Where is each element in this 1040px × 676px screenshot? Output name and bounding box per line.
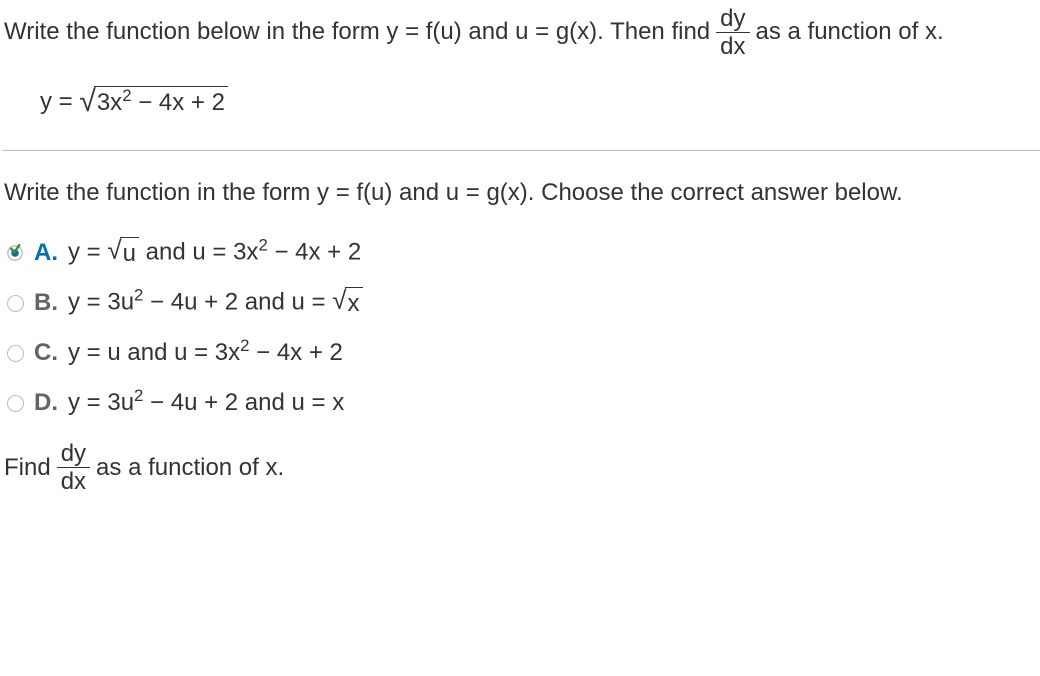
radical-sign: √ [332, 287, 346, 321]
radicand: u [120, 237, 139, 270]
find-prompt: Find dy dx as a function of x. [4, 441, 1036, 494]
choice-d[interactable]: D. y = 3u2 − 4u + 2 and u = x [4, 383, 1036, 423]
choice-d-pre: y = 3u [68, 389, 134, 416]
choice-text-c: y = u and u = 3x2 − 4x + 2 [68, 337, 343, 369]
prompt-text-1: Write the function below in the form y =… [4, 16, 710, 48]
dy-dx-fraction: dy dx [716, 6, 749, 59]
choice-c-post: − 4x + 2 [249, 339, 342, 366]
equation-lhs: y = [40, 88, 79, 115]
choice-letter-d: D. [34, 387, 60, 419]
fraction-numerator: dy [57, 441, 90, 467]
sqrt-expression: √ 3x2 − 4x + 2 [79, 85, 228, 119]
radical-sign: √ [79, 87, 95, 121]
choice-text-b: y = 3u2 − 4u + 2 and u = √x [68, 286, 363, 320]
question-prompt: Write the function below in the form y =… [4, 6, 1036, 59]
choice-d-exp: 2 [134, 386, 143, 405]
choice-a-post: − 4x + 2 [268, 239, 361, 266]
choice-text-d: y = 3u2 − 4u + 2 and u = x [68, 387, 344, 419]
radio-unchecked-icon[interactable] [6, 394, 24, 412]
fraction-denominator: dx [57, 467, 90, 494]
sqrt-x: √x [332, 286, 362, 320]
choice-c[interactable]: C. y = u and u = 3x2 − 4x + 2 [4, 333, 1036, 373]
choice-d-post: − 4u + 2 and u = x [143, 389, 344, 416]
choice-text-a: y = √u and u = 3x2 − 4x + 2 [68, 236, 361, 270]
choice-b[interactable]: B. y = 3u2 − 4u + 2 and u = √x [4, 283, 1036, 323]
dy-dx-fraction: dy dx [57, 441, 90, 494]
choice-letter-a: A. [34, 237, 60, 269]
sqrt-u: √u [107, 236, 139, 270]
prompt-text-2: as a function of x. [756, 16, 944, 48]
radio-unchecked-icon[interactable] [6, 294, 24, 312]
radicand-exponent: 2 [122, 86, 131, 105]
choices-list: A. y = √u and u = 3x2 − 4x + 2 B. y = 3u… [4, 233, 1036, 423]
choice-a-exp: 2 [258, 236, 267, 255]
choice-letter-b: B. [34, 287, 60, 319]
radicand: x [345, 287, 363, 320]
radicand: 3x2 − 4x + 2 [94, 86, 228, 119]
fraction-numerator: dy [716, 6, 749, 32]
choice-letter-c: C. [34, 337, 60, 369]
radicand-prefix: 3x [97, 89, 122, 116]
choice-b-pre: y = 3u [68, 289, 134, 316]
multiple-choice-prompt: Write the function in the form y = f(u) … [4, 177, 1036, 209]
choice-b-exp: 2 [134, 286, 143, 305]
find-post: as a function of x. [96, 452, 284, 484]
choice-a-mid: and u = 3x [139, 239, 258, 266]
radicand-suffix: − 4x + 2 [132, 89, 225, 116]
choice-c-pre: y = u and u = 3x [68, 339, 240, 366]
section-divider [2, 150, 1040, 151]
radical-sign: √ [107, 237, 121, 271]
choice-b-mid: − 4u + 2 and u = [143, 289, 332, 316]
find-pre: Find [4, 452, 51, 484]
choice-a[interactable]: A. y = √u and u = 3x2 − 4x + 2 [4, 233, 1036, 273]
fraction-denominator: dx [716, 32, 749, 59]
given-equation: y = √ 3x2 − 4x + 2 [40, 85, 1036, 119]
radio-checked-icon[interactable] [6, 244, 24, 262]
radio-unchecked-icon[interactable] [6, 344, 24, 362]
choice-a-pre: y = [68, 239, 107, 266]
